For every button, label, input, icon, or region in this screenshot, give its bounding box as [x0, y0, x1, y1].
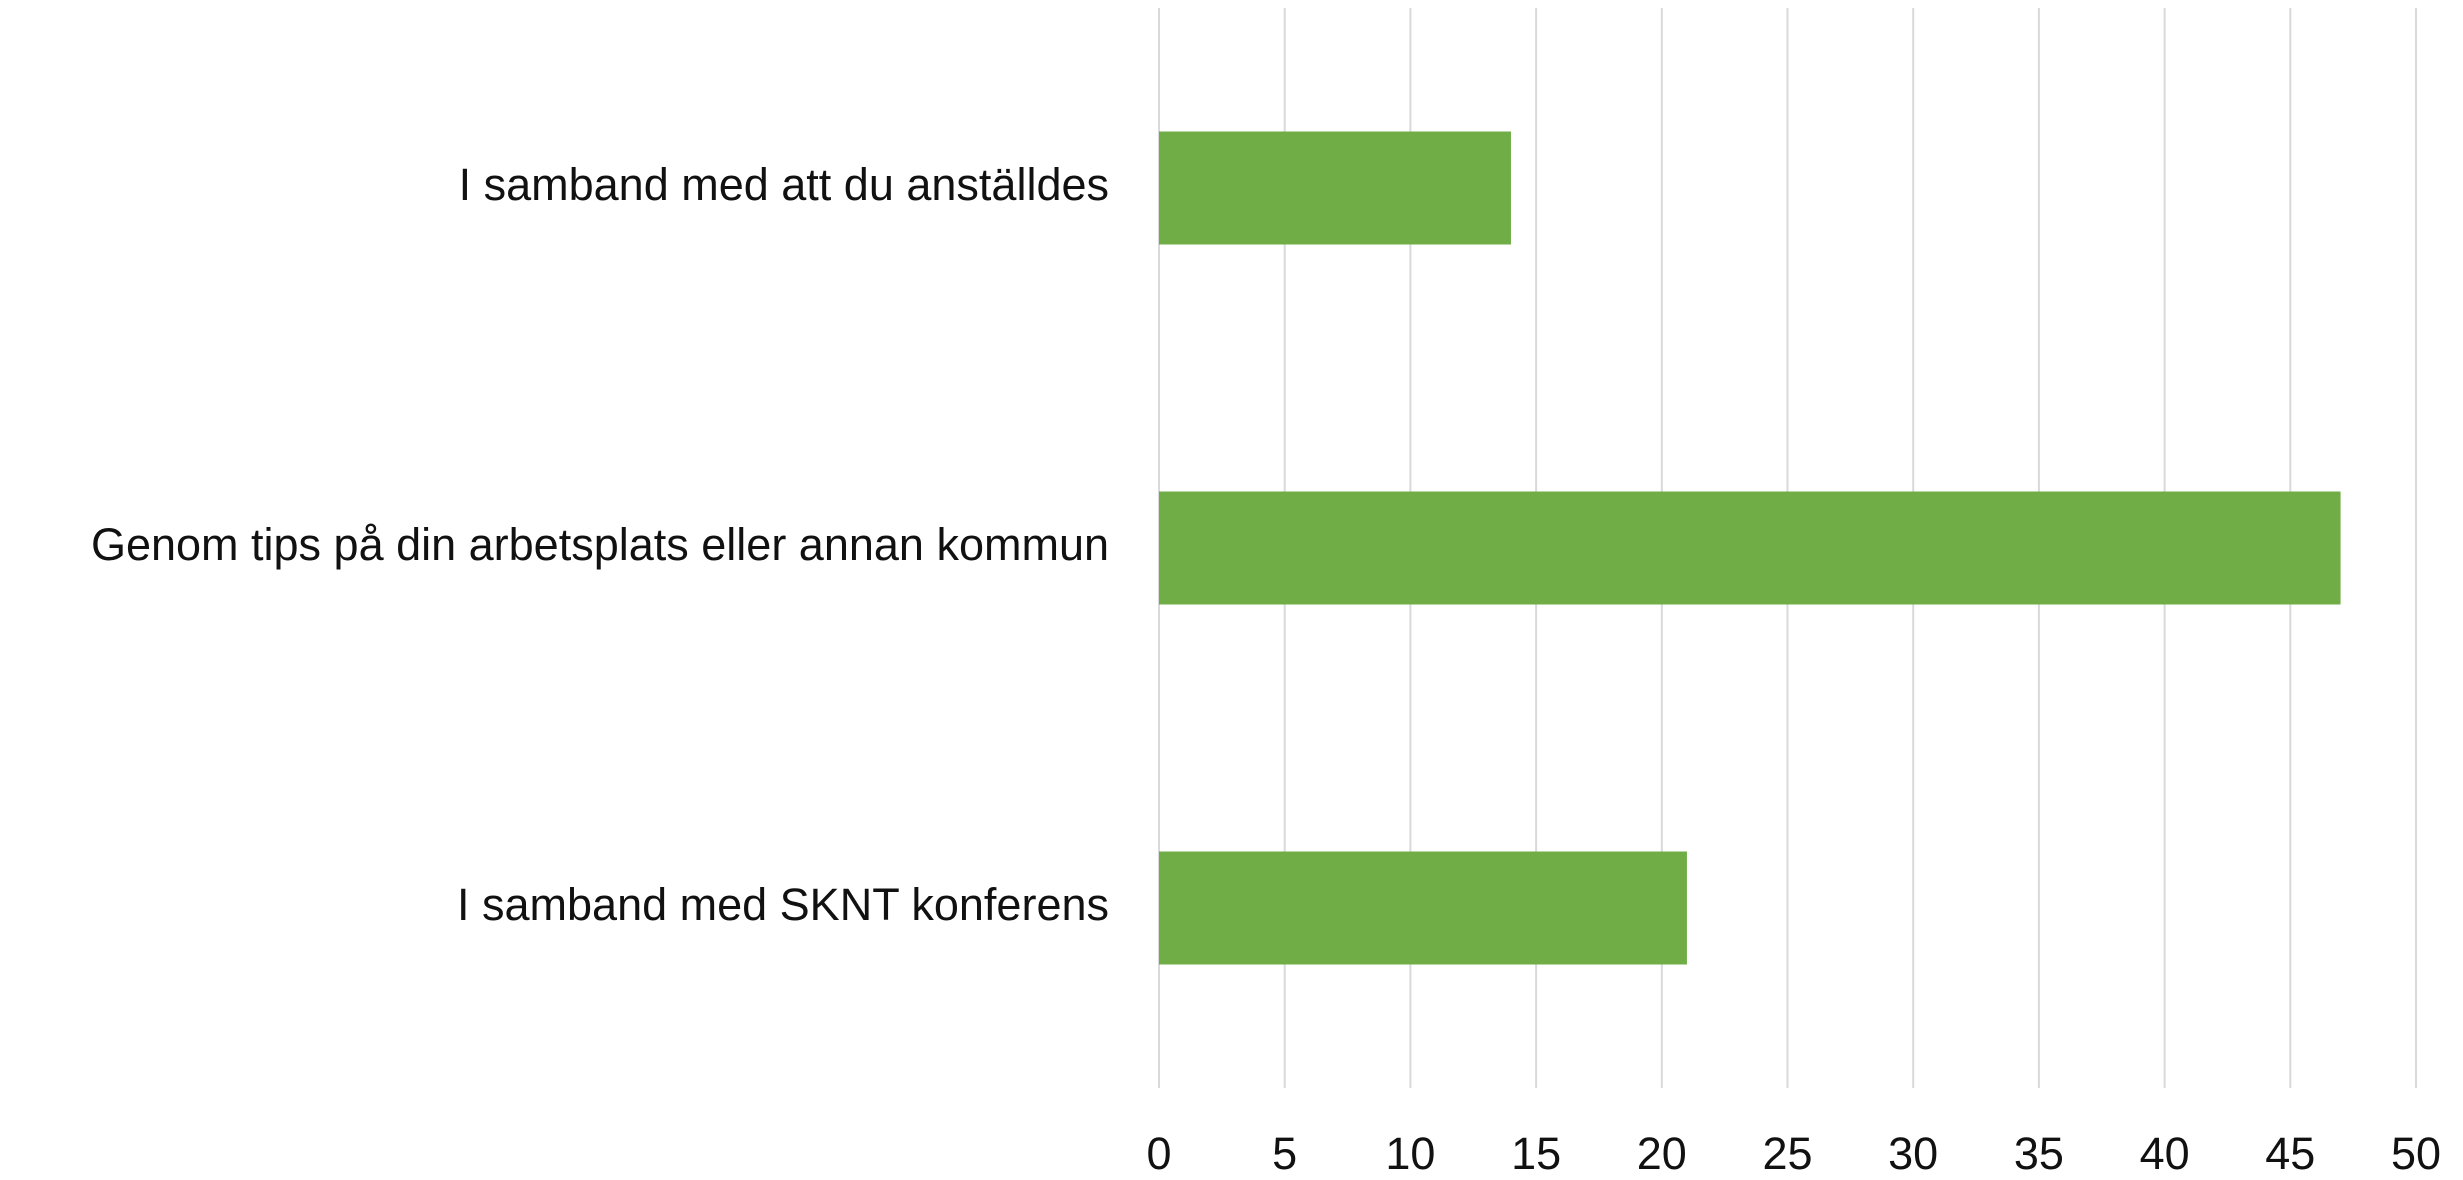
category-label: Genom tips på din arbetsplats eller anna…: [91, 519, 1109, 570]
x-tick-label: 40: [2140, 1128, 2190, 1179]
x-tick-label: 30: [1888, 1128, 1938, 1179]
x-tick-label: 50: [2391, 1128, 2441, 1179]
bar: [1159, 131, 1511, 245]
x-tick-label: 10: [1385, 1128, 1435, 1179]
category-label: I samband med att du anställdes: [459, 159, 1109, 210]
x-tick-label: 0: [1146, 1128, 1171, 1179]
x-tick-label: 35: [2014, 1128, 2064, 1179]
x-tick-label: 20: [1637, 1128, 1687, 1179]
bar: [1159, 491, 2341, 605]
x-tick-label: 5: [1272, 1128, 1297, 1179]
x-tick-label: 15: [1511, 1128, 1561, 1179]
bar: [1159, 851, 1687, 965]
category-label: I samband med SKNT konferens: [457, 879, 1109, 930]
x-tick-label: 45: [2265, 1128, 2315, 1179]
x-tick-label: 25: [1762, 1128, 1812, 1179]
